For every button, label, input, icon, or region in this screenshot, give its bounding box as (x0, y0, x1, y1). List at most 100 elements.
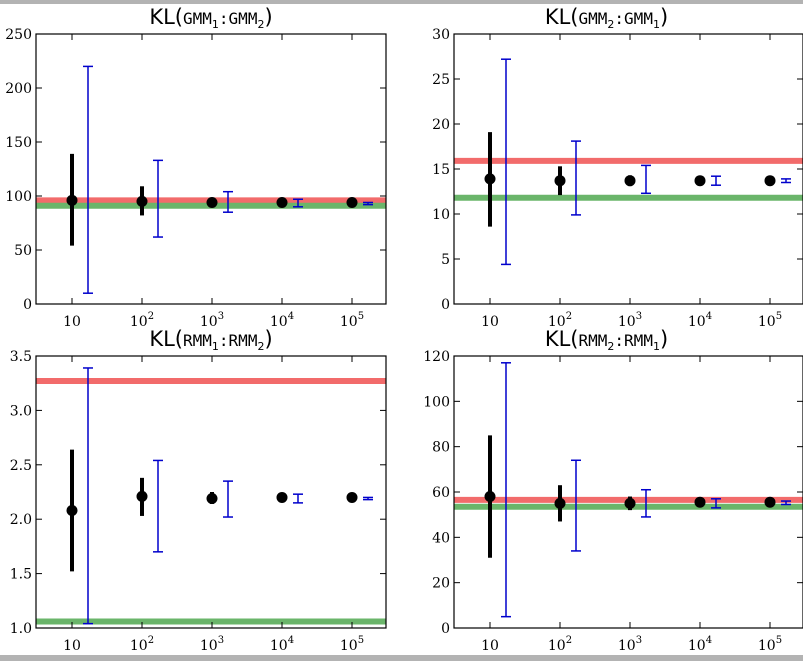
blue-errorbar-point-3 (641, 488, 651, 518)
data-point-marker (66, 504, 78, 516)
blue-errorbar-point-3 (223, 190, 233, 213)
black-errorbar-point-5 (346, 196, 358, 208)
blue-errorbar-point-5 (363, 496, 373, 501)
black-errorbar-point-5 (764, 496, 776, 508)
y-tick-label: 20 (432, 576, 450, 592)
black-errorbar-point-2 (136, 186, 148, 216)
x-tick-label: 104 (688, 635, 712, 654)
data-point-marker (276, 491, 288, 503)
black-errorbar-point-5 (764, 175, 776, 187)
data-point-marker (624, 497, 636, 509)
y-tick-label: 150 (5, 135, 32, 151)
x-tick-label: 103 (618, 635, 642, 654)
data-point-marker (276, 196, 288, 208)
data-point-marker (694, 496, 706, 508)
x-tick-label: 10 (63, 638, 81, 654)
data-point-marker (554, 175, 566, 187)
data-point-marker (484, 491, 496, 503)
blue-errorbar-point-1 (83, 65, 93, 294)
black-errorbar-point-4 (276, 491, 288, 503)
axes-frame (35, 33, 387, 305)
black-errorbar-point-3 (624, 496, 636, 511)
data-point-marker (764, 175, 776, 187)
data-point-marker (66, 194, 78, 206)
data-point-marker (694, 175, 706, 187)
y-tick-label: 250 (5, 27, 32, 43)
y-tick-label: 2.0 (10, 512, 32, 528)
black-errorbar-point-4 (694, 175, 706, 187)
plot-area (36, 65, 386, 294)
data-point-marker (136, 490, 148, 502)
y-tick-label: 100 (5, 189, 32, 205)
black-errorbar-point-2 (554, 166, 566, 196)
y-tick-label: 15 (432, 162, 450, 178)
y-tick-label: 50 (14, 243, 32, 259)
blue-errorbar-point-3 (223, 480, 233, 518)
chart-title: KL(RMM1:RMM2) (149, 327, 272, 353)
y-tick-label: 5 (441, 252, 450, 268)
blue-errorbar-point-1 (501, 362, 511, 618)
blue-errorbar-point-5 (363, 201, 373, 206)
y-tick-label: 1.5 (10, 567, 32, 583)
blue-errorbar-point-2 (153, 159, 163, 238)
blue-errorbar-point-2 (153, 459, 163, 553)
y-tick-label: 60 (432, 485, 450, 501)
y-tick-label: 200 (5, 81, 32, 97)
x-tick-label: 10 (63, 314, 81, 330)
chart-title: KL(RMM2:RMM1) (545, 327, 668, 353)
y-tick-label: 30 (432, 27, 450, 43)
blue-errorbar-point-4 (711, 175, 721, 186)
x-tick-label: 103 (200, 635, 224, 654)
data-point-marker (136, 195, 148, 207)
data-point-marker (624, 175, 636, 187)
black-errorbar-point-4 (276, 196, 288, 208)
x-tick-label: 102 (130, 311, 154, 330)
data-point-marker (206, 196, 218, 208)
chart-panel-2: 0 5 10 15 20 25 30 10 102 103 104 105 KL(GMM2:GMM1) (432, 5, 803, 330)
chart-panel-4: 0 20 40 60 80 100 120 10 102 103 104 105 KL(RMM2:RMM… (423, 327, 803, 654)
black-errorbar-point-2 (554, 485, 566, 522)
black-errorbar-point-1 (66, 153, 78, 246)
y-tick-label: 0 (441, 297, 450, 313)
plot-area (36, 367, 386, 625)
chart-title: KL(GMM1:GMM2) (149, 5, 272, 31)
blue-errorbar-point-4 (293, 493, 303, 504)
y-tick-label: 1.0 (10, 621, 32, 637)
data-point-marker (346, 196, 358, 208)
blue-errorbar-point-1 (501, 58, 511, 266)
y-tick-label: 2.5 (10, 458, 32, 474)
black-errorbar-point-3 (206, 196, 218, 208)
black-errorbar-point-4 (694, 496, 706, 508)
top-border (0, 0, 803, 4)
black-errorbar-point-1 (484, 132, 496, 227)
blue-errorbar-point-5 (781, 500, 791, 506)
black-errorbar-point-2 (136, 477, 148, 516)
y-tick-label: 100 (423, 394, 450, 410)
y-tick-label: 10 (432, 207, 450, 223)
x-tick-label: 105 (340, 311, 364, 330)
data-point-marker (206, 493, 218, 505)
data-point-marker (346, 491, 358, 503)
y-tick-label: 0 (441, 621, 450, 637)
black-errorbar-point-3 (206, 492, 218, 505)
x-tick-label: 104 (270, 635, 294, 654)
chart-panel-1: 0 50 100 150 200 250 10 102 103 104 105 KL(GMM1:GMM… (5, 5, 387, 330)
y-tick-label: 25 (432, 72, 450, 88)
data-point-marker (554, 497, 566, 509)
x-tick-label: 102 (130, 635, 154, 654)
x-tick-label: 102 (548, 311, 572, 330)
x-tick-label: 10 (481, 314, 499, 330)
blue-errorbar-point-3 (641, 164, 651, 195)
chart-panel-3: 1.0 1.5 2.0 2.5 3.0 3.5 10 102 103 104 105 KL(RMM1:… (10, 327, 387, 654)
plot-area (454, 362, 803, 618)
x-tick-label: 104 (270, 311, 294, 330)
data-point-marker (764, 496, 776, 508)
blue-errorbar-point-1 (83, 367, 93, 625)
y-tick-label: 3.0 (10, 403, 32, 419)
x-tick-label: 104 (688, 311, 712, 330)
blue-errorbar-point-2 (571, 140, 581, 216)
y-tick-label: 80 (432, 440, 450, 456)
plot-area (454, 58, 803, 266)
